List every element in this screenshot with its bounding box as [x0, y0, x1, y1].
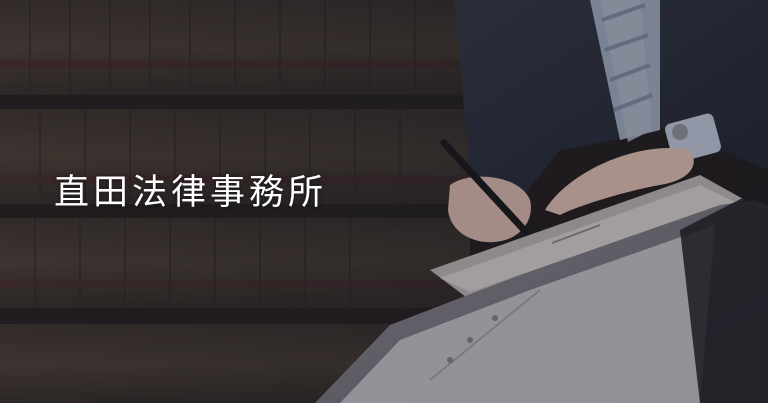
page-title: 直田法律事務所 — [54, 173, 328, 213]
writing-hand — [448, 176, 531, 243]
pen — [440, 139, 530, 236]
tie — [600, 0, 652, 142]
left-hand — [545, 148, 694, 215]
